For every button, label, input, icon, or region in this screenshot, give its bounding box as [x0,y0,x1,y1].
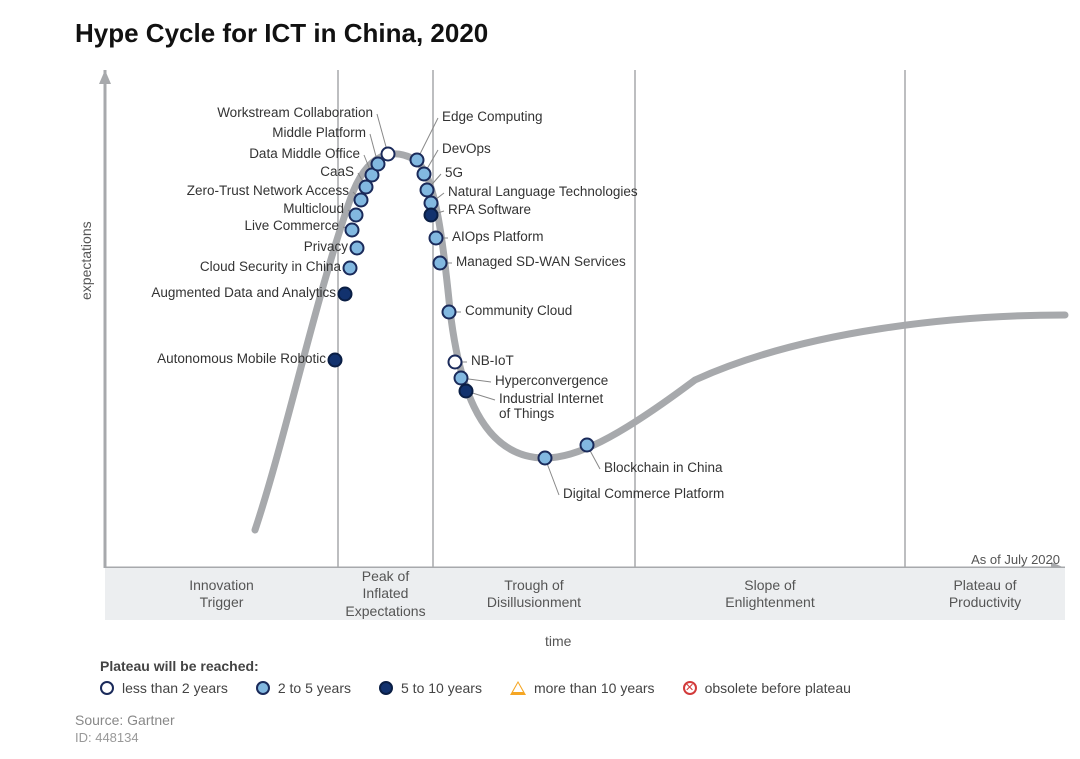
tech-label: Zero-Trust Network Access [187,184,349,199]
legend-label: 2 to 5 years [278,680,351,696]
tech-label: AIOps Platform [452,230,544,245]
tech-label: Cloud Security in China [200,260,341,275]
hype-cycle-chart: Autonomous Mobile Robotic Augmented Data … [105,70,1065,625]
tech-label: DevOps [442,142,491,157]
tech-label: Workstream Collaboration [217,106,373,121]
phase-label: Plateau of Productivity [905,568,1065,620]
tech-label: NB-IoT [471,354,514,369]
tech-label: Middle Platform [272,126,366,141]
tech-label: Augmented Data and Analytics [151,286,336,301]
phase-label: Trough of Disillusionment [433,568,635,620]
legend-item-gt10: more than 10 years [510,680,655,696]
tech-label: Privacy [304,240,348,255]
legend-item-2to5: 2 to 5 years [256,680,351,696]
tech-label: CaaS [320,165,354,180]
circle-icon [256,681,270,695]
tech-label: Live Commerce [244,219,339,234]
tech-label: Blockchain in China [604,461,723,476]
triangle-icon [510,681,526,695]
legend-label: more than 10 years [534,680,655,696]
legend-item-5to10: 5 to 10 years [379,680,482,696]
y-axis-label: expectations [78,221,94,300]
legend-label: obsolete before plateau [705,680,851,696]
tech-label: Natural Language Technologies [448,185,638,200]
x-axis-label: time [545,633,571,649]
legend: less than 2 years 2 to 5 years 5 to 10 y… [100,680,851,696]
tech-label: Edge Computing [442,110,543,125]
circle-icon [379,681,393,695]
tech-label: Data Middle Office [249,147,360,162]
tech-label: Industrial Internet of Things [499,392,603,422]
legend-label: less than 2 years [122,680,228,696]
legend-item-lt2: less than 2 years [100,680,228,696]
circle-icon [100,681,114,695]
tech-label: Hyperconvergence [495,374,608,389]
source-text: Source: Gartner [75,712,175,728]
phase-band: Innovation TriggerPeak of Inflated Expec… [105,568,1065,620]
phase-label: Innovation Trigger [105,568,338,620]
source-id: ID: 448134 [75,730,139,745]
tech-label: Community Cloud [465,304,572,319]
tech-label: Autonomous Mobile Robotic [157,352,326,367]
tech-label: Multicloud [283,202,344,217]
legend-label: 5 to 10 years [401,680,482,696]
tech-label: RPA Software [448,203,531,218]
as-of-note: As of July 2020 [971,552,1060,567]
phase-label: Slope of Enlightenment [635,568,905,620]
tech-label: Managed SD-WAN Services [456,255,626,270]
tech-label: Digital Commerce Platform [563,487,724,502]
tech-label: 5G [445,166,463,181]
legend-item-obsolete: ✕ obsolete before plateau [683,680,851,696]
phase-label: Peak of Inflated Expectations [338,568,433,620]
legend-title: Plateau will be reached: [100,658,259,674]
chart-title: Hype Cycle for ICT in China, 2020 [75,18,488,49]
obsolete-icon: ✕ [683,681,697,695]
